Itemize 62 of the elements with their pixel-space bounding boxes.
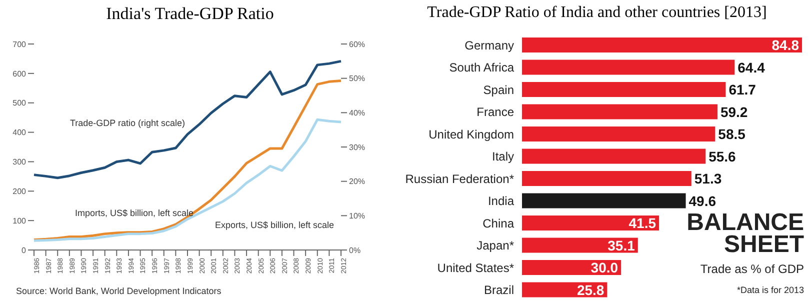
bar [522,148,706,164]
bar [522,126,716,142]
data-label: 61.7 [728,82,756,98]
y-tick-label: China [482,216,514,230]
annotation: *Data is for 2013 [736,285,804,295]
y-tick-label: United Kingdom [428,127,514,142]
data-label: 64.4 [738,59,766,76]
y2-tick-label: 40% [349,108,366,118]
bar [522,216,660,231]
data-label: 41.5 [628,215,656,232]
data-label: 58.5 [718,126,746,142]
data-label: 25.8 [576,282,604,298]
y-tick-label: 500 [12,98,27,108]
bar [522,238,638,253]
series-label: Trade-GDP ratio (right scale) [70,118,186,128]
data-label: 49.6 [688,192,716,209]
data-label: 59.2 [720,104,748,120]
y-tick-label: 400 [12,128,27,138]
bar [522,193,686,208]
y-tick-label: Japan* [476,238,514,253]
y-tick-label: Germany [464,38,514,52]
line-series [32,60,342,180]
data-label: 35.1 [608,237,636,254]
line-series [32,118,342,242]
y2-tick-label: 0% [349,246,361,255]
data-label: 51.3 [694,170,722,187]
annotation: BALANCE SHEET [686,209,804,258]
y-tick-label: 300 [12,158,27,167]
data-label: 30.0 [590,260,618,276]
y2-tick-label: 20% [349,177,366,186]
bar [522,60,735,75]
y-tick-label: 200 [12,186,27,196]
series-label: Exports, US$ billion, left scale [215,220,334,230]
annotation: Trade as % of GDP [700,262,804,276]
y-tick-label: 700 [12,40,27,49]
source-note: Source: World Bank, World Development Indicators [16,286,222,296]
series-label: Imports, US$ billion, left scale [75,208,194,218]
line-series [32,80,342,241]
y-tick-label: 600 [12,69,27,78]
y2-tick-label: 60% [349,40,366,49]
bar [522,260,622,276]
y-tick-label: Russian Federation* [405,172,514,186]
chart-title: India's Trade-GDP Ratio [105,4,275,24]
bar [522,171,692,186]
data-label: 84.8 [772,37,800,54]
data-label: 55.6 [708,148,736,164]
y-tick-label: South Africa [449,60,514,75]
y-tick-label: Italy [492,150,514,164]
bar [522,38,802,53]
y2-tick-label: 50% [349,74,366,84]
y-tick-label: France [476,105,514,120]
chart-title: Trade-GDP Ratio of India and other countries [2013] [426,4,768,22]
bar [522,82,726,98]
y-tick-label: United States* [437,260,514,275]
y-tick-label: 0 [22,246,27,255]
y-tick-label: Brazil [484,283,514,298]
bar [522,104,718,120]
y-tick-label: 100 [12,216,27,226]
y2-tick-label: 30% [349,142,366,152]
y2-tick-label: 10% [349,212,366,221]
y-tick-label: Spain [483,82,514,97]
y-tick-label: India [488,194,514,208]
